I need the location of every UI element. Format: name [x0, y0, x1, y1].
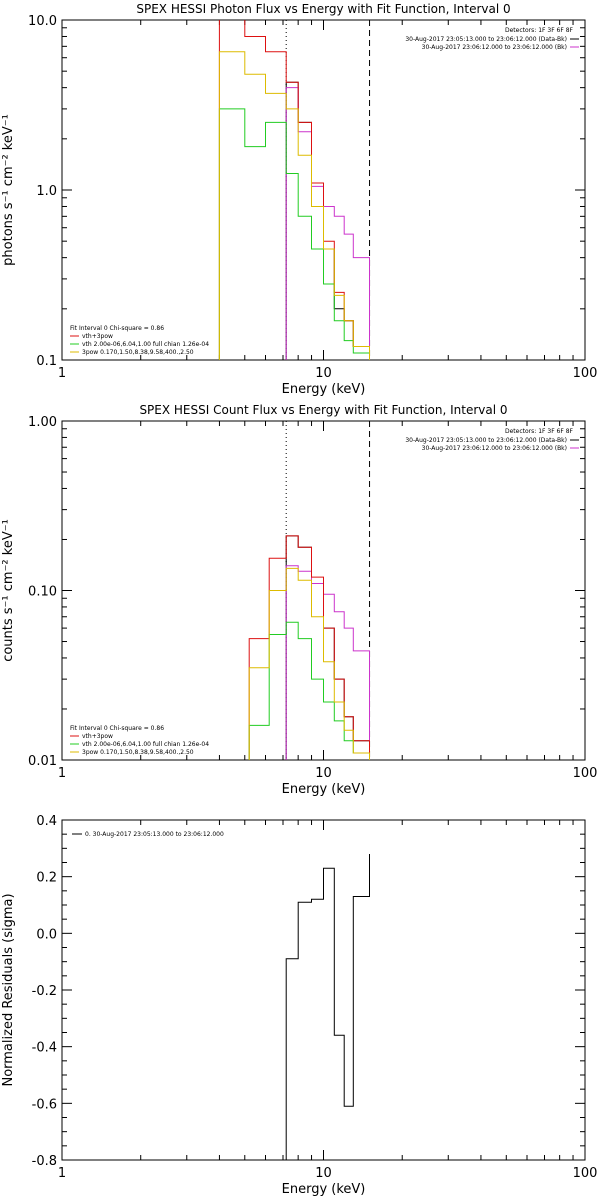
- y-tick-label: 0.01: [28, 754, 57, 769]
- x-axis-label: Energy (keV): [282, 382, 366, 397]
- legend-entry: 30-Aug-2017 23:06:12.000 to 23:06:12.000…: [422, 445, 567, 452]
- legend-entry: 30-Aug-2017 23:06:12.000 to 23:06:12.000…: [422, 44, 567, 51]
- series-line: [218, 51, 370, 360]
- y-tick-label: 0.1: [36, 354, 57, 369]
- x-tick-label: 1: [58, 1166, 66, 1181]
- x-tick-label: 1: [58, 366, 66, 381]
- series-line: [218, 20, 370, 360]
- y-tick-label: 10.0: [28, 14, 57, 29]
- y-tick-label: 0.10: [28, 585, 57, 600]
- data-series-group: [285, 854, 370, 1160]
- series-line: [248, 621, 370, 760]
- series-line: [248, 535, 370, 760]
- legend-entry: vth 2.00e-06,6.04,1.00 full chian 1.26e-…: [82, 341, 209, 348]
- chart-title: SPEX HESSI Photon Flux vs Energy with Fi…: [136, 2, 510, 16]
- legend-bottom-left: Fit Interval 0 Chi-square = 0.86vth+3pow…: [70, 725, 209, 756]
- y-axis-label: Normalized Residuals (sigma): [1, 893, 16, 1086]
- legend-entry: 3pow 0.170,1.50,8.38,9.58,400.,2.50: [82, 749, 194, 756]
- y-tick-label: -0.6: [32, 1097, 57, 1112]
- legend-entry: 30-Aug-2017 23:05:13.000 to 23:06:12.000…: [405, 36, 567, 43]
- x-tick-label: 10: [315, 766, 332, 781]
- y-tick-label: 1.0: [36, 184, 57, 199]
- y-tick-label: 0.4: [36, 814, 57, 829]
- legend-header: Detectors: 1F 3F 6F 8F: [505, 27, 574, 34]
- legend-header: Fit Interval 0 Chi-square = 0.86: [70, 325, 164, 332]
- x-axis-label: Energy (keV): [282, 782, 366, 797]
- legend-entry: 0. 30-Aug-2017 23:05:13.000 to 23:06:12.…: [85, 831, 224, 838]
- panel-photon: SPEX HESSI Photon Flux vs Energy with Fi…: [1, 2, 597, 397]
- legend-header: Detectors: 1F 3F 6F 8F: [505, 428, 574, 435]
- series-line: [285, 854, 370, 1160]
- legend-top-left: 0. 30-Aug-2017 23:05:13.000 to 23:06:12.…: [72, 831, 224, 838]
- legend-header: Fit Interval 0 Chi-square = 0.86: [70, 725, 164, 732]
- x-tick-label: 10: [315, 1166, 332, 1181]
- x-tick-label: 100: [573, 1166, 598, 1181]
- legend-entry: 30-Aug-2017 23:05:13.000 to 23:06:12.000…: [405, 437, 567, 444]
- panel-count: SPEX HESSI Count Flux vs Energy with Fit…: [1, 403, 597, 797]
- chart-title: SPEX HESSI Count Flux vs Energy with Fit…: [139, 403, 507, 417]
- y-tick-label: -0.2: [32, 984, 57, 999]
- y-axis-label: counts s⁻¹ cm⁻² keV⁻¹: [1, 519, 16, 662]
- legend-entry: vth+3pow: [82, 333, 113, 340]
- data-series-group: [218, 20, 370, 360]
- legend-bottom-left: Fit Interval 0 Chi-square = 0.86vth+3pow…: [70, 325, 209, 356]
- y-tick-label: -0.4: [32, 1041, 57, 1056]
- x-tick-label: 10: [315, 366, 332, 381]
- x-axis-label: Energy (keV): [282, 1182, 366, 1197]
- y-tick-label: 0.0: [36, 927, 57, 942]
- legend-entry: vth 2.00e-06,6.04,1.00 full chian 1.26e-…: [82, 741, 209, 748]
- series-line: [285, 565, 370, 760]
- panel-resid: 1 10 100 -0.8 -0.6 -0.4 -0.2 0.0 0.2 0.4 Energy (k…: [1, 814, 597, 1197]
- x-tick-label: 100: [573, 766, 598, 781]
- legend-top-right: Detectors: 1F 3F 6F 8F 30-Aug-2017 23:05:…: [405, 27, 579, 51]
- legend-entry: 3pow 0.170,1.50,8.38,9.58,400.,2.50: [82, 349, 194, 356]
- x-tick-label: 1: [58, 766, 66, 781]
- y-axis-label: photons s⁻¹ cm⁻² keV⁻¹: [1, 114, 16, 266]
- y-tick-label: 0.2: [36, 871, 57, 886]
- y-tick-label: -0.8: [32, 1154, 57, 1169]
- series-line: [218, 108, 370, 360]
- legend-entry: vth+3pow: [82, 733, 113, 740]
- data-series-group: [248, 535, 370, 760]
- x-tick-label: 100: [573, 366, 598, 381]
- legend-top-right: Detectors: 1F 3F 6F 8F 30-Aug-2017 23:05:…: [405, 428, 579, 452]
- series-line: [248, 567, 370, 760]
- y-tick-label: 1.00: [28, 415, 57, 430]
